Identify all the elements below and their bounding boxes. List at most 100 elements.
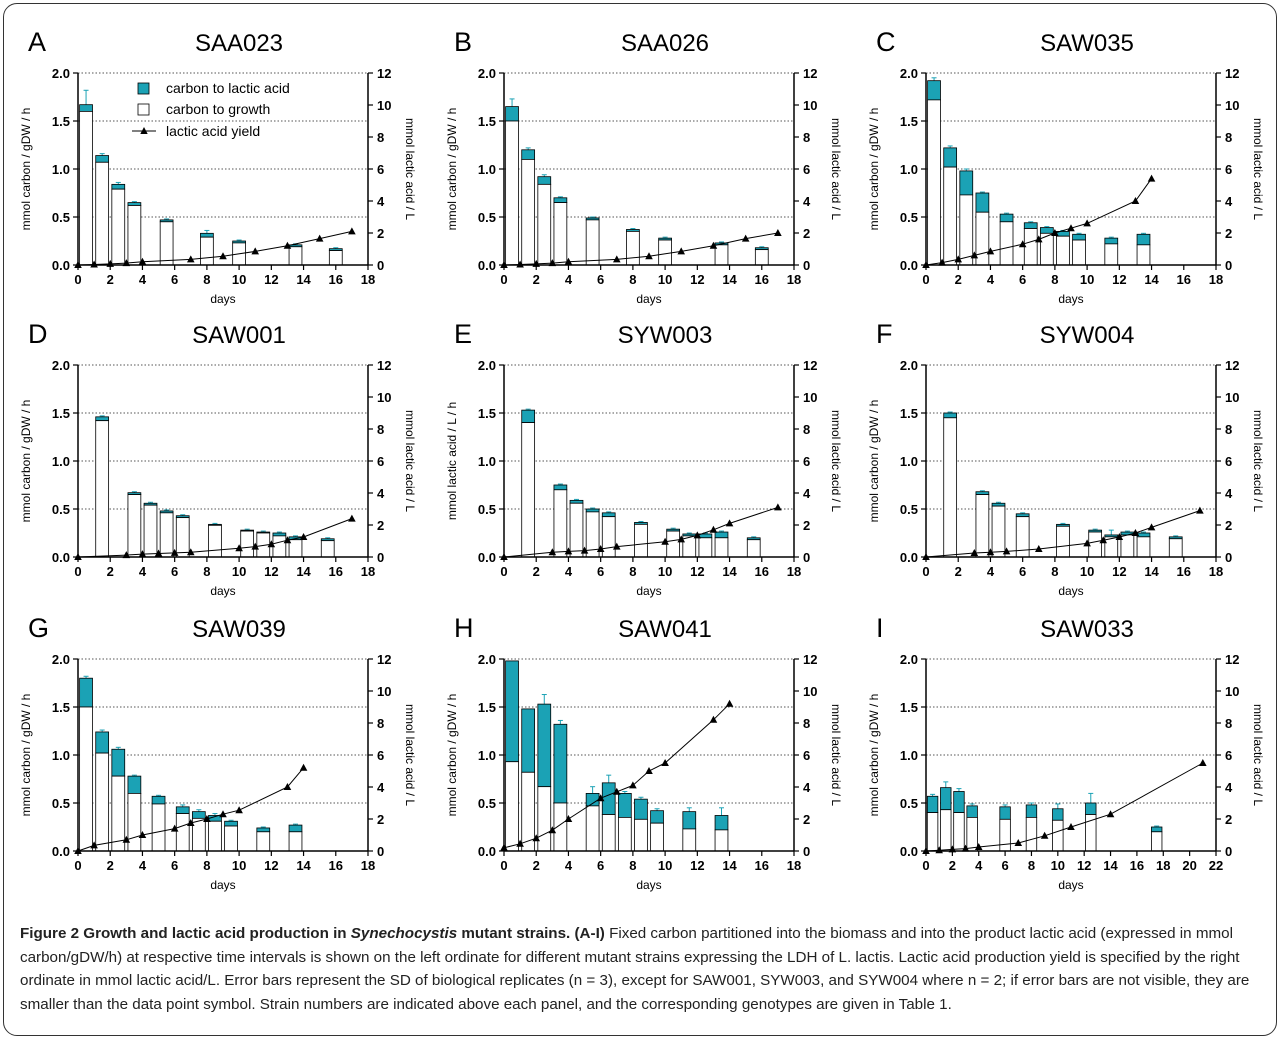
yield-point xyxy=(986,548,995,556)
x-tick-label: 18 xyxy=(361,564,375,579)
yield-point xyxy=(1051,229,1059,236)
bar-lactic xyxy=(111,748,126,777)
y-right-tick-label: 2 xyxy=(377,518,384,533)
yield-point xyxy=(645,767,653,774)
bar-growth xyxy=(1056,235,1070,266)
y-axis-label: mmol carbon / gDW / h xyxy=(445,694,459,817)
y-right-tick-label: 2 xyxy=(803,518,810,533)
bar-growth xyxy=(328,250,343,266)
bar-lactic xyxy=(943,412,958,419)
y-axis-label: mmol carbon / gDW / h xyxy=(445,108,459,231)
bar-growth xyxy=(79,706,93,852)
y-tick-label: 0.5 xyxy=(900,796,918,811)
chart-panel-C: C SAW035 0.0 0.5 1.0 1.5 2.0 0 2 4 6 8 10 12 0 2 4 6 8 10 12… xyxy=(867,27,1265,306)
y-right-tick-label: 4 xyxy=(1225,486,1233,501)
x-tick-label: 6 xyxy=(171,564,178,579)
bar-lactic xyxy=(1151,826,1163,833)
bar-growth xyxy=(288,246,303,266)
yield-point xyxy=(283,241,292,249)
caption-range-label: (A-I) xyxy=(574,925,605,942)
y-axis-label: mmol carbon / gDW / h xyxy=(867,108,881,231)
y-right-tick-label: 2 xyxy=(1225,812,1232,827)
panel-title: SAA023 xyxy=(195,30,283,57)
panel-title: SYW004 xyxy=(1040,322,1135,349)
bar-growth xyxy=(943,166,958,266)
bar-growth xyxy=(256,831,271,852)
x-tick-label: 2 xyxy=(533,564,540,579)
yield-point xyxy=(725,519,734,527)
x-tick-label: 10 xyxy=(232,858,246,873)
yield-point xyxy=(970,549,979,556)
y-right-tick-label: 8 xyxy=(377,130,384,145)
bar-growth xyxy=(999,818,1011,852)
x-tick-label: 12 xyxy=(690,272,704,287)
yield-point xyxy=(564,815,573,822)
yield-point xyxy=(299,763,308,771)
y-right-tick-label: 8 xyxy=(1225,716,1232,731)
bar-growth xyxy=(991,505,1006,558)
yield-point xyxy=(774,503,782,511)
bar-lactic xyxy=(272,532,287,537)
x-tick-label: 2 xyxy=(949,858,956,873)
y-right-tick-label: 12 xyxy=(377,358,391,373)
y-tick-label: 2.0 xyxy=(52,652,70,667)
yield-point xyxy=(741,234,750,242)
bar-lactic xyxy=(79,677,93,708)
yield-point xyxy=(283,536,292,544)
bar-growth xyxy=(288,831,303,852)
bar-growth xyxy=(617,817,632,852)
bar-growth xyxy=(151,803,166,852)
yield-point xyxy=(154,549,163,557)
bar-lactic xyxy=(682,811,697,830)
y-tick-label: 1.5 xyxy=(52,700,70,715)
yield-point xyxy=(1034,235,1043,243)
x-tick-label: 14 xyxy=(722,564,737,579)
x-tick-label: 6 xyxy=(171,858,178,873)
bar-lactic xyxy=(975,491,990,496)
bar-growth xyxy=(200,236,214,266)
bar-lactic xyxy=(553,723,568,804)
x-tick-label: 10 xyxy=(658,272,672,287)
x-axis-label: days xyxy=(636,878,661,892)
x-tick-label: 14 xyxy=(296,564,311,579)
bar-growth xyxy=(505,120,519,266)
yield-point xyxy=(219,810,227,818)
yield-point xyxy=(186,255,195,263)
x-tick-label: 12 xyxy=(690,564,704,579)
bar-growth xyxy=(569,502,584,558)
x-tick-label: 6 xyxy=(597,858,604,873)
bar-lactic xyxy=(1052,808,1064,821)
y-right-axis-label: mmol lactic acid / L xyxy=(403,410,417,512)
y-tick-label: 0.5 xyxy=(478,502,496,517)
x-tick-label: 6 xyxy=(171,272,178,287)
caption-body: Fixed carbon partitioned into the biomas… xyxy=(20,925,1250,1013)
y-tick-label: 0.5 xyxy=(52,796,70,811)
chart-panel-F: F SYW004 0.0 0.5 1.0 1.5 2.0 0 2 4 6 8 10 12 0 2 4 6 8 10 12… xyxy=(867,319,1265,598)
x-tick-label: 16 xyxy=(755,858,769,873)
y-tick-label: 0.5 xyxy=(52,210,70,225)
bar-lactic xyxy=(585,508,600,513)
legend-marker-yield xyxy=(140,127,148,134)
yield-point xyxy=(612,787,621,795)
y-right-axis-label: mmol lactic acid / L xyxy=(829,704,843,806)
x-tick-label: 4 xyxy=(565,858,573,873)
yield-point xyxy=(709,241,718,249)
y-right-tick-label: 4 xyxy=(377,780,385,795)
bar-lactic xyxy=(1085,802,1097,815)
bar-growth xyxy=(927,99,941,266)
y-right-axis-label: mmol lactic acid / L xyxy=(1251,118,1265,220)
figure-frame xyxy=(3,3,1277,1036)
yield-point xyxy=(1083,539,1091,547)
x-tick-label: 22 xyxy=(1209,858,1223,873)
y-right-tick-label: 2 xyxy=(803,226,810,241)
bar-growth xyxy=(1168,538,1183,558)
x-tick-label: 12 xyxy=(1112,272,1126,287)
bar-lactic xyxy=(1039,227,1054,234)
bar-lactic xyxy=(175,806,190,814)
y-right-tick-label: 6 xyxy=(803,162,810,177)
bar-growth xyxy=(208,524,222,558)
chart-panel-E: E SYW003 0.0 0.5 1.0 1.5 2.0 0 2 4 6 8 10 12 0 2 4 6 8 10 12… xyxy=(445,319,843,598)
bar-lactic xyxy=(95,731,110,754)
bar-growth xyxy=(537,786,552,852)
bar-lactic xyxy=(617,793,632,818)
